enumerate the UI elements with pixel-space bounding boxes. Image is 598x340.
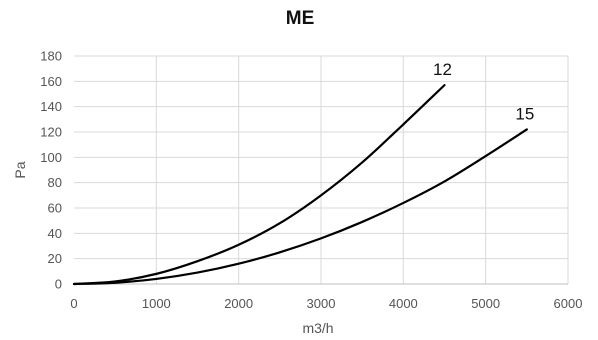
y-axis-ticks: 0 20 40 60 80 100 120 140 160 180 [40, 49, 62, 292]
y-axis-label: Pa [12, 161, 28, 178]
grid-lines [74, 55, 569, 284]
y-tick-label: 140 [40, 99, 62, 114]
x-axis-ticks: 0 1000 2000 3000 4000 5000 6000 [70, 296, 582, 311]
y-tick-label: 0 [55, 277, 62, 292]
x-tick-label: 0 [70, 296, 77, 311]
y-tick-label: 100 [40, 150, 62, 165]
x-axis-label: m3/h [302, 320, 333, 336]
y-tick-label: 160 [40, 74, 62, 89]
x-tick-label: 5000 [471, 296, 500, 311]
chart-title: ME [286, 8, 315, 29]
series-line-12 [72, 84, 446, 286]
x-tick-label: 4000 [389, 296, 418, 311]
series-line-15 [72, 128, 528, 286]
y-tick-label: 20 [48, 251, 62, 266]
series-label-15: 15 [515, 104, 534, 123]
x-tick-label: 1000 [142, 296, 171, 311]
y-tick-label: 120 [40, 125, 62, 140]
y-tick-label: 180 [40, 49, 62, 64]
series-label-12: 12 [433, 60, 452, 79]
series-layer: 12 15 [72, 60, 534, 286]
x-tick-label: 2000 [224, 296, 253, 311]
x-tick-label: 3000 [307, 296, 336, 311]
y-tick-label: 60 [48, 201, 62, 216]
y-tick-label: 80 [48, 175, 62, 190]
x-tick-label: 6000 [554, 296, 583, 311]
y-tick-label: 40 [48, 226, 62, 241]
